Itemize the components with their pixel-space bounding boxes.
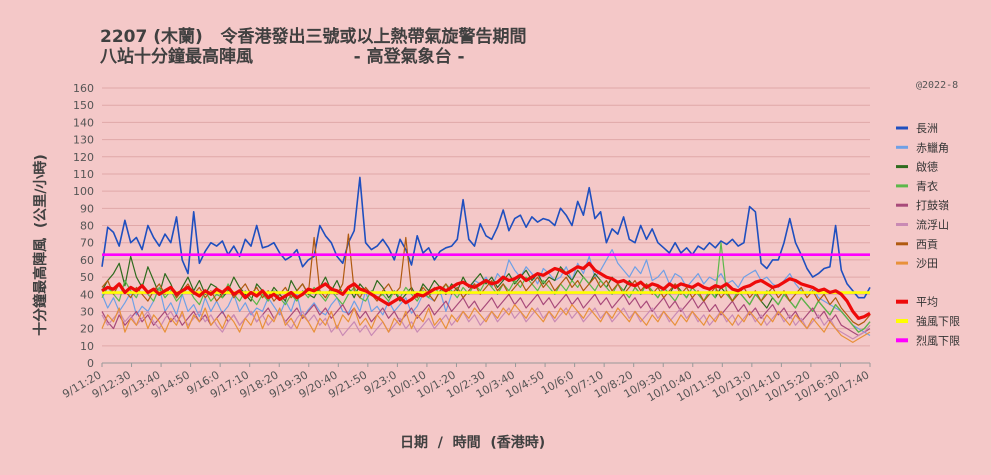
legend-label-強風下限: 強風下限 — [916, 315, 960, 328]
legend-label-流浮山: 流浮山 — [916, 218, 949, 232]
y-tick-0: 0 — [87, 357, 94, 370]
y-tick-10: 10 — [80, 340, 94, 353]
y-tick-90: 90 — [80, 202, 94, 215]
series-line-沙田 — [101, 304, 871, 343]
legend-label-平均: 平均 — [916, 296, 938, 309]
y-tick-100: 100 — [73, 185, 94, 198]
legend-label-啟德: 啟德 — [916, 160, 938, 174]
legend-label-沙田: 沙田 — [916, 257, 938, 270]
credit-text: @2022-8 — [916, 80, 959, 91]
series-line-平均 — [101, 261, 871, 320]
y-tick-40: 40 — [80, 288, 94, 301]
legend-label-烈風下限: 烈風下限 — [916, 333, 960, 347]
y-tick-50: 50 — [80, 271, 94, 284]
y-tick-30: 30 — [80, 305, 94, 318]
y-tick-150: 150 — [73, 99, 94, 112]
x-axis-label: 日期 / 時間 (香港時) — [400, 435, 546, 451]
series-line-赤鱲角 — [101, 249, 871, 337]
y-tick-110: 110 — [73, 168, 94, 181]
y-tick-70: 70 — [80, 237, 94, 250]
y-tick-80: 80 — [80, 220, 94, 233]
chart-title-line1: 2207 (木蘭) 令香港發出三號或以上熱帶氣旋警告期間 — [100, 27, 527, 47]
y-tick-140: 140 — [73, 116, 94, 129]
series-line-流浮山 — [101, 307, 871, 340]
legend-label-西貢: 西貢 — [916, 238, 938, 251]
chart-title-line2: 八站十分鐘最高陣風 - 高登氣象台 - — [100, 47, 465, 67]
y-tick-20: 20 — [80, 323, 94, 336]
y-tick-60: 60 — [80, 254, 94, 267]
legend-label-赤鱲角: 赤鱲角 — [916, 141, 949, 154]
legend-label-打鼓嶺: 打鼓嶺 — [916, 198, 949, 212]
y-tick-120: 120 — [73, 151, 94, 164]
y-tick-160: 160 — [73, 82, 94, 95]
y-tick-130: 130 — [73, 134, 94, 147]
series-line-長洲 — [101, 176, 871, 299]
legend-label-青衣: 青衣 — [916, 179, 938, 193]
legend-label-長洲: 長洲 — [916, 122, 938, 135]
